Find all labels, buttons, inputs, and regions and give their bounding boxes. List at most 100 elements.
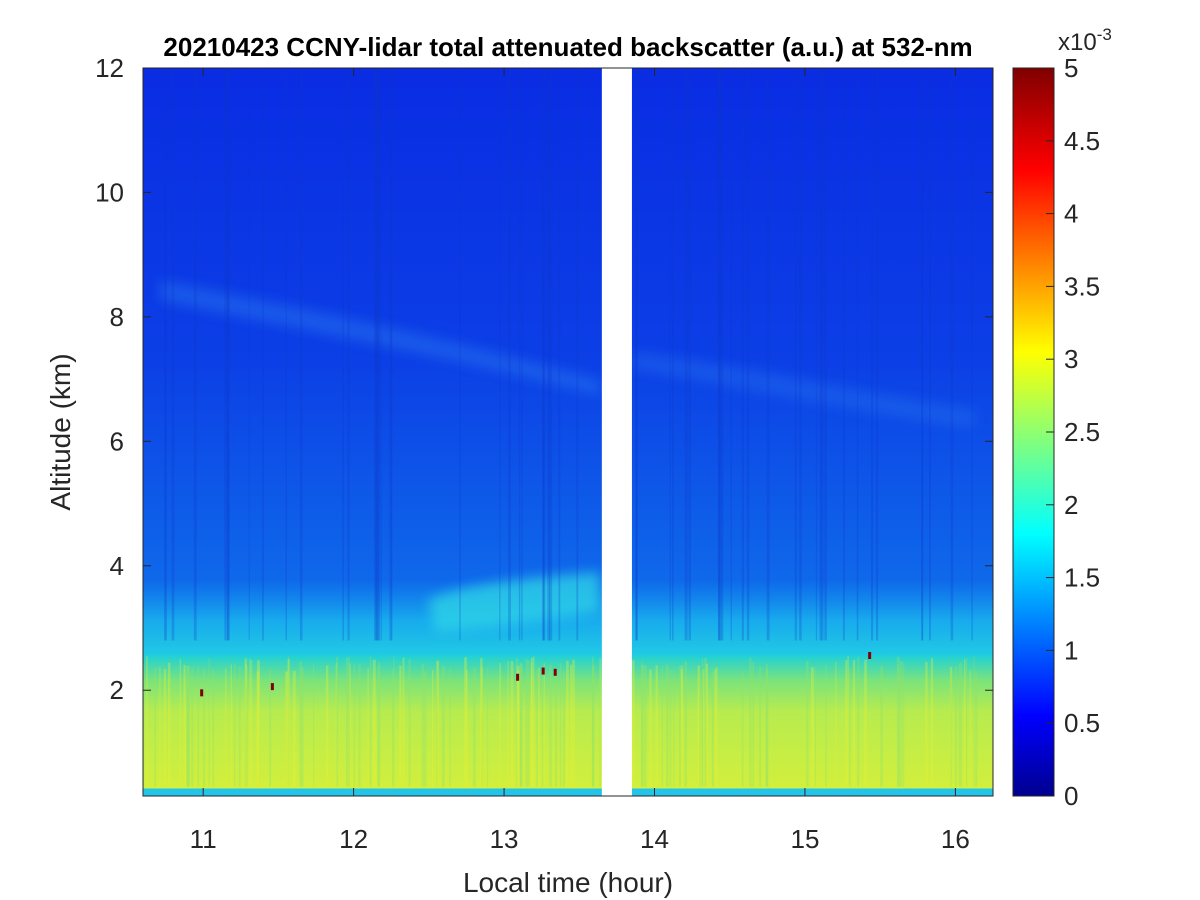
profile-streak [345, 657, 348, 787]
profile-streak [599, 658, 601, 787]
profile-streak [950, 68, 954, 641]
profile-streak [806, 660, 809, 787]
profile-streak [958, 663, 961, 787]
colorbar-tick-label: 0.5 [1064, 708, 1100, 738]
x-tick-label: 13 [490, 824, 519, 854]
profile-streak [519, 663, 523, 787]
profile-streak [644, 665, 647, 787]
x-axis: 11 12 13 14 15 16 [190, 68, 970, 854]
profile-streak [542, 68, 546, 641]
profile-streak [499, 68, 501, 641]
profile-streak [857, 656, 860, 787]
colorbar-tick-label: 1.5 [1064, 563, 1100, 593]
profile-streak [810, 667, 814, 787]
profile-streak [635, 68, 638, 641]
profile-streak [159, 666, 161, 787]
x-tick-label: 12 [339, 824, 368, 854]
profile-streak [449, 667, 451, 787]
cirrus-band [160, 280, 600, 396]
profile-streak [508, 68, 511, 641]
profile-streak [971, 68, 973, 641]
profile-streak [847, 656, 849, 787]
profile-streak [538, 667, 540, 787]
profile-streak [718, 68, 722, 641]
profile-streak [377, 68, 381, 641]
profile-streak [436, 660, 440, 787]
profile-streak [393, 656, 395, 787]
profile-streak [669, 670, 672, 787]
colorbar-tick-label: 2 [1064, 490, 1078, 520]
colorbar-tick-label: 2.5 [1064, 417, 1100, 447]
profile-streak [684, 661, 688, 787]
profile-streak [421, 663, 424, 787]
colorbar-gradient [1012, 67, 1055, 797]
profile-streak [875, 68, 879, 641]
profile-streak [752, 661, 755, 787]
profile-streak [251, 660, 253, 787]
profile-streak [313, 663, 315, 787]
profile-streak [655, 665, 658, 787]
profile-streak [848, 668, 851, 787]
profile-streak [292, 670, 296, 787]
profile-streak [464, 657, 467, 787]
profile-streak [672, 68, 674, 641]
profile-streak [342, 68, 344, 641]
profile-streak [819, 68, 822, 641]
profile-streak [431, 669, 434, 787]
x-tick-label: 11 [190, 824, 217, 854]
hotspot-mark [516, 673, 520, 681]
profile-streak [249, 659, 251, 787]
profile-streak [565, 660, 569, 787]
profile-streak [358, 664, 361, 787]
profile-streak [711, 671, 715, 787]
profile-streak [225, 668, 227, 787]
profile-streak [230, 664, 232, 787]
profile-streak [286, 670, 288, 787]
colorbar-ticks: 0 0.5 1 1.5 2 2.5 3 3.5 4 4.5 5 [1046, 53, 1100, 811]
profile-streak [759, 666, 762, 787]
profile-streak [487, 668, 489, 787]
plot-frame [142, 67, 994, 797]
profile-streak [543, 663, 545, 787]
profile-streak [375, 68, 379, 641]
profile-streak [349, 663, 351, 787]
profile-streak [248, 68, 250, 641]
profile-streak [369, 656, 372, 787]
data-gap [601, 68, 632, 796]
profile-streak [741, 671, 744, 787]
profile-streak [765, 663, 768, 787]
profile-streak [212, 669, 215, 787]
profile-streak [193, 68, 197, 641]
profile-streak [821, 68, 824, 641]
colorbar-tick-label: 4 [1064, 199, 1078, 229]
y-tick-label: 6 [110, 426, 124, 456]
profile-streak [898, 666, 900, 787]
profile-streak [347, 656, 350, 787]
profile-streak [197, 666, 200, 787]
profile-streak [521, 68, 523, 641]
profile-streak [824, 68, 827, 641]
profile-streak [720, 68, 724, 641]
profile-streak [541, 664, 544, 787]
profile-streak [245, 664, 248, 787]
profile-streak [424, 671, 427, 787]
profile-streak [949, 666, 953, 787]
profile-streak [336, 656, 339, 787]
profile-streak [391, 68, 393, 641]
profile-streak [516, 665, 520, 787]
colorbar-exponent-power: -3 [1097, 25, 1112, 44]
profile-streak [402, 657, 405, 787]
profile-streak [599, 667, 601, 787]
profile-streak [852, 659, 856, 787]
hotspot-mark [270, 683, 274, 691]
profile-streak [965, 657, 968, 787]
profile-streak [701, 670, 704, 787]
y-tick-label: 2 [110, 675, 124, 705]
profile-streak [507, 660, 509, 787]
profile-streak [845, 659, 848, 787]
profile-streak [661, 665, 663, 787]
x-tick-label: 16 [941, 824, 970, 854]
profile-streak [530, 657, 533, 787]
profile-streak [930, 658, 934, 787]
